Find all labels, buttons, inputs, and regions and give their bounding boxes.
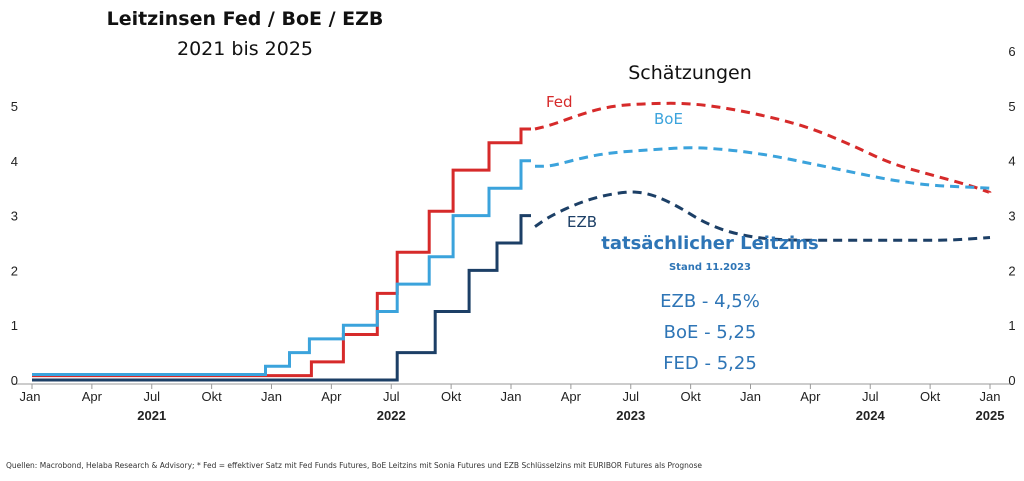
series-boe-actual xyxy=(32,159,531,376)
y-left-tick-label: 1 xyxy=(11,318,18,333)
series-boe-forecast xyxy=(535,146,992,190)
x-year-label: 2024 xyxy=(856,408,886,423)
x-tick-label: Jul xyxy=(862,389,879,404)
x-tick-label: Jan xyxy=(261,389,282,404)
y-right-tick-label: 2 xyxy=(1008,263,1015,278)
y-right-tick-label: 3 xyxy=(1008,209,1015,224)
series-ezb-actual xyxy=(32,214,531,382)
x-tick-label: Jan xyxy=(20,389,41,404)
x-tick-label: Okt xyxy=(681,389,702,404)
x-year-label: 2021 xyxy=(137,408,166,423)
x-year-label: 2022 xyxy=(377,408,406,423)
y-right-tick-label: 0 xyxy=(1008,373,1015,388)
source-note: Quellen: Macrobond, Helaba Research & Ad… xyxy=(6,461,703,470)
actual-rate-boe: BoE - 5,25 xyxy=(663,322,757,343)
series-label-ezb: EZB xyxy=(567,213,597,231)
y-right-tick-label: 4 xyxy=(1008,154,1015,169)
chart-subtitle: 2021 bis 2025 xyxy=(176,38,314,60)
y-right-tick-label: 1 xyxy=(1008,318,1015,333)
series-fed-actual xyxy=(32,127,531,378)
x-year-label: 2025 xyxy=(976,408,1005,423)
x-tick-label: Jul xyxy=(383,389,400,404)
y-left-tick-label: 2 xyxy=(11,263,18,278)
x-tick-label: Jan xyxy=(501,389,522,404)
x-tick-label: Apr xyxy=(82,389,103,404)
x-tick-label: Okt xyxy=(202,389,223,404)
x-tick-label: Okt xyxy=(920,389,941,404)
y-left-tick-label: 5 xyxy=(11,99,18,114)
x-tick-label: Jan xyxy=(740,389,761,404)
x-tick-label: Apr xyxy=(800,389,821,404)
forecast-label: Schätzungen xyxy=(628,62,752,84)
actual-rate-heading: tatsächlicher Leitzins xyxy=(601,233,819,254)
y-left-tick-label: 3 xyxy=(11,209,18,224)
x-tick-label: Apr xyxy=(561,389,582,404)
series-label-boe: BoE xyxy=(654,110,683,128)
series-fed-forecast xyxy=(534,101,992,195)
series-ezb-forecast xyxy=(534,190,991,242)
actual-rate-ezb: EZB - 4,5% xyxy=(660,291,760,312)
chart-labels: Fed BoE EZB xyxy=(546,93,683,231)
x-tick-label: Okt xyxy=(441,389,462,404)
x-tick-label: Apr xyxy=(321,389,342,404)
series-label-fed: Fed xyxy=(546,93,573,111)
actual-rate-date: Stand 11.2023 xyxy=(668,262,752,273)
y-right-tick-label: 5 xyxy=(1008,99,1015,114)
y-left-tick-label: 4 xyxy=(11,154,18,169)
y-left-tick-label: 0 xyxy=(11,373,18,388)
actual-rate-fed: FED - 5,25 xyxy=(663,353,757,374)
x-tick-label: Jul xyxy=(143,389,160,404)
y-right-tick-label: 6 xyxy=(1008,44,1015,59)
chart-series xyxy=(32,101,992,382)
chart-axes: Jan Apr Jul Okt Jan Apr Jul Okt Jan Apr Jul Okt Jan A… xyxy=(11,44,1016,423)
chart-title: Leitzinsen Fed / BoE / EZB xyxy=(106,8,384,30)
x-year-label: 2023 xyxy=(616,408,645,423)
x-tick-label: Jul xyxy=(622,389,639,404)
x-tick-label: Jan xyxy=(980,389,1001,404)
